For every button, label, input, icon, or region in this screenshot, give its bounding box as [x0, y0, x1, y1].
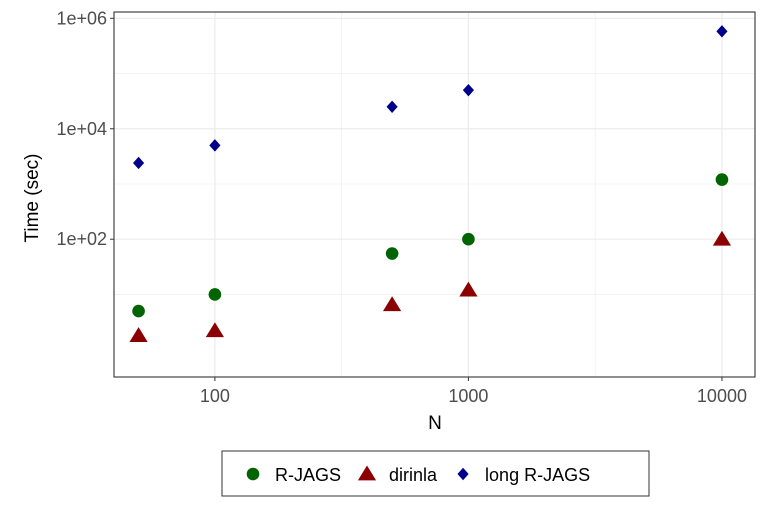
legend-box	[221, 450, 650, 497]
dirinla-point	[459, 281, 478, 297]
legend-label-r-jags: R-JAGS	[275, 465, 341, 485]
y-tick-label: 1e+04	[56, 119, 107, 139]
x-tick-label: 100	[200, 386, 230, 406]
x-axis-title: N	[428, 413, 442, 434]
x-tick-label: 10000	[697, 386, 747, 406]
r-jags-point	[715, 173, 729, 186]
legend-key-dirinla	[357, 465, 377, 481]
dirinla-point	[383, 296, 402, 312]
legend-label-dirinla: dirinla	[389, 465, 438, 485]
x-axis: 100 1000 10000	[200, 377, 747, 406]
dirinla-point	[205, 322, 224, 338]
r-jags-point	[132, 304, 145, 318]
r-jags-point	[385, 247, 399, 260]
legend: R-JAGS dirinla long R-JAGS	[221, 450, 650, 497]
long-r-jags-point	[386, 100, 398, 113]
panel-border	[113, 11, 756, 378]
y-tick-label: 1e+06	[56, 8, 107, 28]
major-gridlines	[114, 12, 755, 377]
legend-key-r-jags	[246, 467, 260, 481]
data-points	[129, 25, 732, 342]
dirinla-point	[129, 327, 148, 342]
long-r-jags-point	[462, 83, 475, 97]
r-jags-point	[462, 232, 475, 246]
dirinla-point	[712, 230, 732, 246]
plot-panel	[114, 12, 755, 377]
legend-key-long-r-jags	[457, 467, 469, 481]
x-tick-label: 1000	[448, 386, 488, 406]
y-tick-label: 1e+02	[56, 229, 107, 249]
panel-background	[114, 12, 755, 377]
y-axis-title: Time (sec)	[22, 153, 43, 242]
y-axis: 1e+02 1e+04 1e+06	[56, 8, 114, 249]
long-r-jags-point	[209, 139, 221, 152]
long-r-jags-point	[716, 25, 728, 38]
long-r-jags-point	[132, 156, 145, 170]
legend-label-long-r-jags: long R-JAGS	[485, 465, 590, 485]
r-jags-point	[208, 288, 222, 301]
